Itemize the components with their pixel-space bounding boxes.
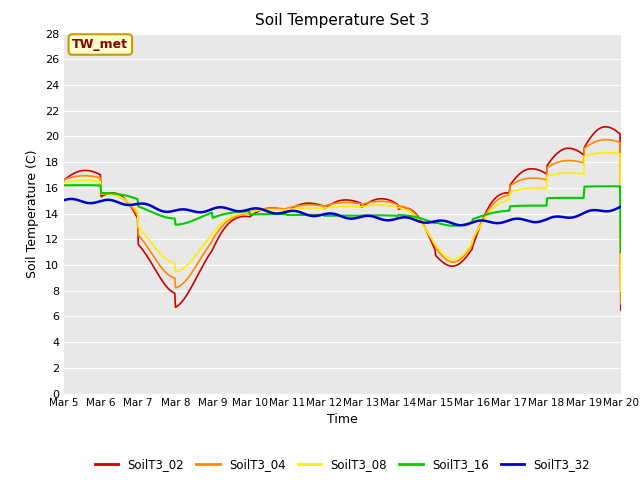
Y-axis label: Soil Temperature (C): Soil Temperature (C) xyxy=(26,149,39,278)
Text: TW_met: TW_met xyxy=(72,38,129,51)
Title: Soil Temperature Set 3: Soil Temperature Set 3 xyxy=(255,13,429,28)
Legend: SoilT3_02, SoilT3_04, SoilT3_08, SoilT3_16, SoilT3_32: SoilT3_02, SoilT3_04, SoilT3_08, SoilT3_… xyxy=(90,454,595,476)
X-axis label: Time: Time xyxy=(327,413,358,426)
